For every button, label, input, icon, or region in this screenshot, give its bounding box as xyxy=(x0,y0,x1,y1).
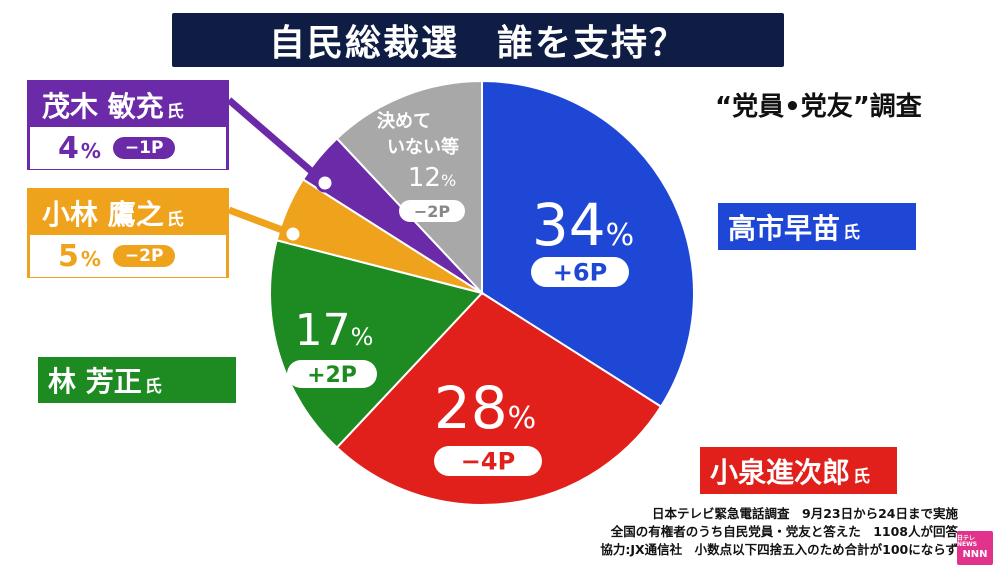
logo-top-text: 日テレNEWS xyxy=(957,535,978,548)
card-kobayashi: 小林 鷹之氏 5% −2P xyxy=(27,188,229,278)
pie-slice-1 xyxy=(335,291,663,506)
footnote-2: 全国の有権者のうち自民党員・党友と答えた 1108人が回答 xyxy=(610,524,958,539)
card-kobayashi-value: 5 xyxy=(58,238,79,274)
pie-slice-2 xyxy=(269,239,484,449)
label-hayashi-honor: 氏 xyxy=(144,376,162,397)
card-kobayashi-pct: % xyxy=(80,247,101,271)
card-kobayashi-value-row: 5% −2P xyxy=(30,235,226,277)
takaichi-change: +6P xyxy=(553,259,607,287)
card-kobayashi-name: 小林 鷹之 xyxy=(42,198,164,231)
label-takaichi-name: 高市早苗 xyxy=(728,211,841,245)
logo-main-text: NNN xyxy=(962,549,988,560)
undecided-change: −2P xyxy=(414,202,451,221)
pie-slice-0 xyxy=(481,79,695,408)
undecided-change-pill xyxy=(399,200,465,222)
card-motegi: 茂木 敏充氏 4% −1P xyxy=(27,80,229,170)
label-hayashi-name: 林 芳正 xyxy=(48,365,142,398)
nnn-logo: 日テレNEWS NNN xyxy=(957,531,993,565)
motegi-leader-dot xyxy=(315,173,335,193)
card-motegi-honor: 氏 xyxy=(166,101,184,122)
undecided-line1: 決めて xyxy=(377,110,431,132)
survey-label: “党員•党友”調査 xyxy=(715,92,922,122)
koizumi-change: −4P xyxy=(461,448,515,476)
card-motegi-name: 茂木 敏充 xyxy=(42,90,164,123)
chart-title: 自民総裁選 誰を支持？ xyxy=(268,23,687,64)
koizumi-value: 28% xyxy=(434,374,536,442)
label-koizumi-name: 小泉進次郎 xyxy=(710,455,851,489)
footnote-1: 日本テレビ緊急電話調査 9月23日から24日まで実施 xyxy=(652,506,958,521)
kobayashi-leader-dot xyxy=(283,224,303,244)
label-takaichi-honor: 氏 xyxy=(843,223,861,243)
card-motegi-change: −1P xyxy=(112,137,176,159)
undecided-line2: いない等 xyxy=(387,136,459,158)
card-motegi-value: 4 xyxy=(58,130,79,166)
card-motegi-value-row: 4% −1P xyxy=(30,127,226,169)
title-banner: 自民総裁選 誰を支持？ xyxy=(172,13,784,67)
hayashi-value: 17% xyxy=(295,305,374,356)
card-motegi-name-row: 茂木 敏充氏 xyxy=(30,83,226,127)
pie-slice-5 xyxy=(335,79,483,296)
card-kobayashi-change: −2P xyxy=(112,245,176,267)
koizumi-change-pill xyxy=(434,446,542,476)
label-koizumi: 小泉進次郎氏 xyxy=(700,447,897,494)
kobayashi-leader-line xyxy=(227,206,295,238)
label-koizumi-honor: 氏 xyxy=(853,467,871,487)
label-takaichi: 高市早苗氏 xyxy=(718,203,916,250)
takaichi-value: 34% xyxy=(532,191,634,259)
card-kobayashi-name-row: 小林 鷹之氏 xyxy=(30,191,226,235)
label-hayashi: 林 芳正氏 xyxy=(38,357,236,403)
undecided-value: 12% xyxy=(408,163,456,193)
hayashi-change: +2P xyxy=(307,363,357,388)
motegi-leader-line xyxy=(226,97,328,186)
footnote-3: 協力:JX通信社 小数点以下四捨五入のため合計が100にならず xyxy=(600,542,958,557)
hayashi-change-pill xyxy=(287,360,377,388)
card-motegi-pct: % xyxy=(80,139,101,163)
card-kobayashi-honor: 氏 xyxy=(166,209,184,230)
takaichi-change-pill xyxy=(531,257,629,287)
